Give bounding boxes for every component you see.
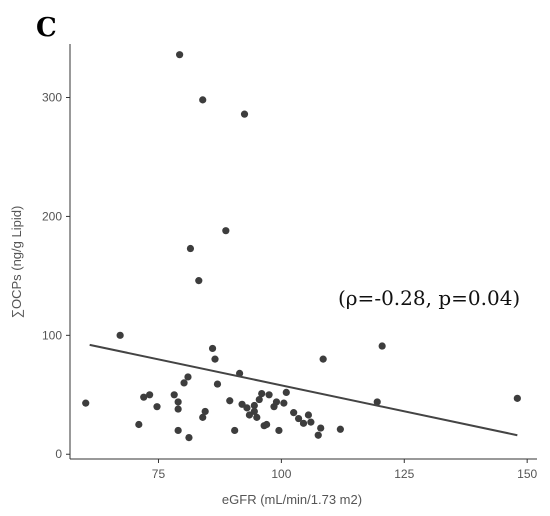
data-point xyxy=(294,414,303,423)
data-point xyxy=(513,394,521,402)
y-tick-label: 100 xyxy=(42,328,62,342)
data-point xyxy=(319,355,327,363)
data-point xyxy=(250,407,258,416)
data-point xyxy=(240,110,249,118)
data-point xyxy=(176,51,184,59)
data-point xyxy=(201,407,209,416)
x-tick-label: 150 xyxy=(517,467,537,481)
data-point xyxy=(336,425,344,433)
data-point xyxy=(208,344,217,353)
data-point xyxy=(307,418,315,426)
data-point xyxy=(373,398,381,406)
data-point xyxy=(213,380,222,388)
data-point xyxy=(174,426,182,435)
data-point xyxy=(199,413,207,421)
data-point xyxy=(146,391,154,399)
x-axis-label: eGFR (mL/min/1.73 m2) xyxy=(222,492,362,507)
y-axis-label: ∑OCPs (ng/g Lipid) xyxy=(9,206,24,319)
data-point xyxy=(258,389,266,398)
data-point xyxy=(265,391,273,399)
data-point xyxy=(243,404,251,412)
panel-label: C xyxy=(36,13,57,43)
data-point xyxy=(153,403,161,411)
data-point xyxy=(250,401,258,410)
data-point xyxy=(378,342,386,350)
data-point xyxy=(314,431,322,439)
data-point xyxy=(272,398,281,406)
data-point xyxy=(174,405,182,413)
data-point xyxy=(82,399,90,407)
data-point xyxy=(282,388,290,397)
data-point xyxy=(140,393,148,401)
data-point xyxy=(299,419,308,427)
data-point xyxy=(263,420,271,429)
correlation-annotation: (ρ=-0.28, p=0.04) xyxy=(338,286,520,310)
data-point xyxy=(253,413,261,421)
data-point xyxy=(290,409,298,417)
y-tick-label: 200 xyxy=(42,209,62,223)
data-point xyxy=(304,411,313,419)
data-point xyxy=(222,227,230,235)
data-point xyxy=(135,420,143,429)
trend-line xyxy=(89,343,518,437)
x-tick-label: 125 xyxy=(394,467,414,481)
data-point xyxy=(280,399,288,407)
x-tick-label: 75 xyxy=(152,467,166,481)
axis-ticks: 75 100 125 150 0 100 200 300 xyxy=(42,91,538,481)
y-tick-label: 300 xyxy=(42,91,62,105)
data-point xyxy=(180,379,188,387)
data-point xyxy=(255,395,263,404)
data-point xyxy=(211,355,219,363)
y-tick-label: 0 xyxy=(55,447,62,461)
data-point xyxy=(275,426,283,435)
data-point xyxy=(195,277,203,285)
data-point xyxy=(186,244,195,253)
data-point xyxy=(231,426,239,435)
data-point xyxy=(317,424,325,432)
data-point xyxy=(226,397,234,405)
data-point xyxy=(170,391,178,399)
data-point xyxy=(116,331,124,339)
data-point xyxy=(199,96,207,104)
data-points xyxy=(82,51,521,442)
data-point xyxy=(185,433,193,442)
data-point xyxy=(184,373,192,381)
x-tick-label: 100 xyxy=(271,467,291,481)
data-point xyxy=(174,398,182,406)
